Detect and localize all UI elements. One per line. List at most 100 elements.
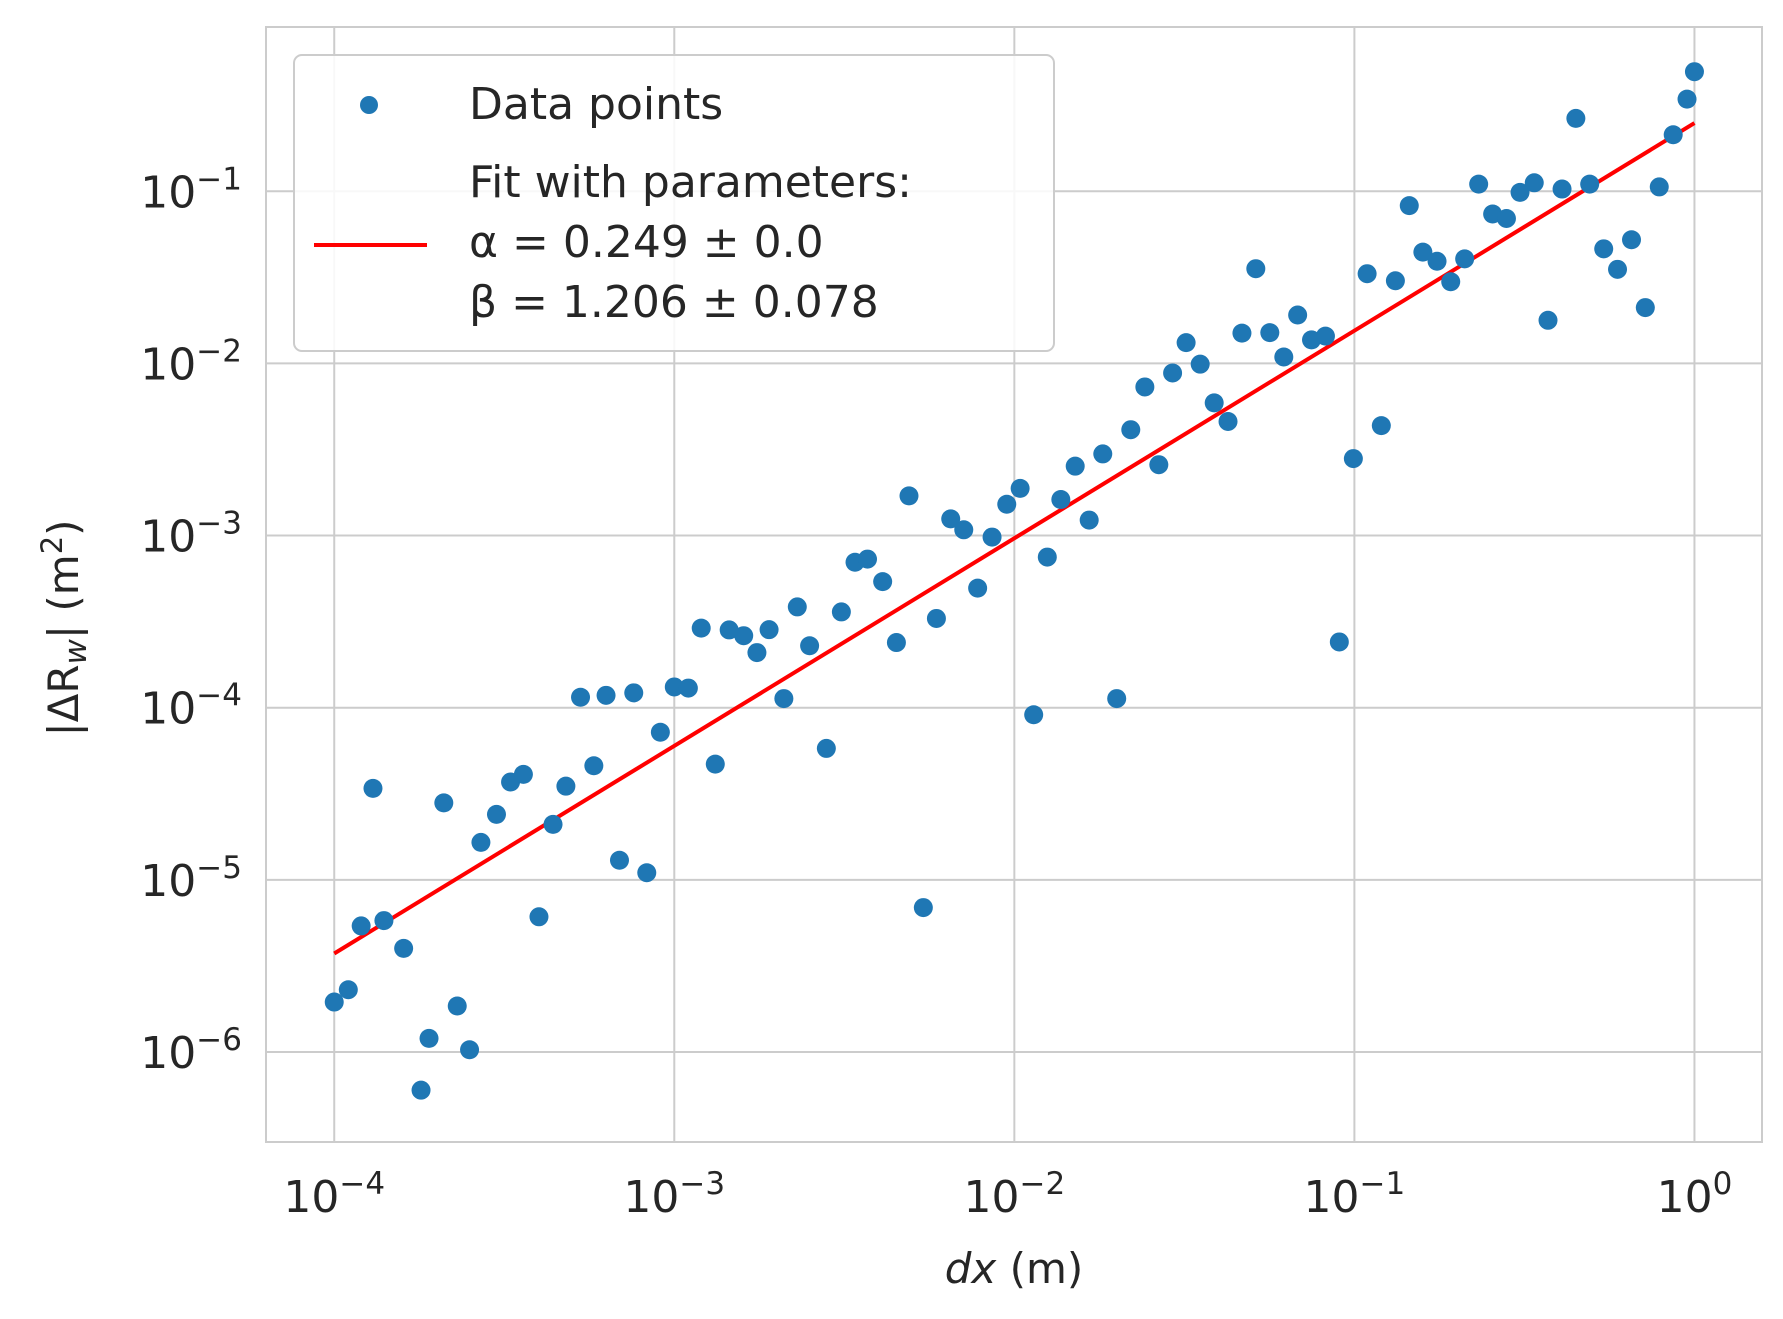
legend: Data points Fit with parameters: α = 0.2… (293, 54, 1055, 352)
data-point (1288, 305, 1308, 325)
y-axis-label-post: | (m (39, 554, 88, 639)
x-axis-variable: dx (945, 1244, 998, 1293)
y-tick-label: 10−1 (140, 161, 242, 218)
x-tick-label: 100 (1657, 1166, 1733, 1223)
legend-label-fit-title: Fit with parameters: (469, 157, 912, 208)
data-point (447, 996, 467, 1016)
data-point (1232, 323, 1252, 343)
data-point (831, 602, 851, 622)
data-point (419, 1028, 439, 1048)
data-point (1024, 705, 1044, 725)
y-axis-label-sub: w (58, 638, 94, 664)
data-point (1371, 416, 1391, 436)
data-point (1121, 420, 1141, 440)
data-point (873, 572, 893, 592)
data-point (1260, 323, 1280, 343)
data-point (941, 509, 961, 529)
data-point (1594, 239, 1614, 259)
x-axis-label: dx (m) (945, 1244, 1084, 1293)
data-point (1329, 632, 1349, 652)
data-point (1622, 230, 1642, 250)
y-axis-label: |ΔRw| (m2) (35, 519, 94, 736)
legend-box (293, 54, 1055, 352)
data-point (1246, 259, 1266, 279)
y-tick-label: 10−5 (140, 850, 242, 907)
data-point (374, 911, 394, 931)
data-point (486, 804, 506, 824)
y-axis-label-sup: 2 (35, 536, 69, 554)
data-point (1649, 177, 1669, 197)
data-point (1385, 271, 1405, 291)
data-point (1051, 489, 1071, 509)
data-point (858, 549, 878, 569)
data-point (1204, 393, 1224, 413)
data-point (968, 578, 988, 598)
data-point (1552, 179, 1572, 199)
data-point (747, 643, 767, 663)
x-tick-label: 10−4 (283, 1166, 385, 1223)
data-point (1037, 547, 1057, 567)
data-point (596, 685, 616, 705)
data-point (1427, 251, 1447, 271)
data-point (324, 992, 344, 1012)
data-point (678, 678, 698, 698)
data-point (1079, 510, 1099, 530)
data-point (1357, 264, 1377, 284)
data-point (1093, 444, 1113, 464)
data-point (1677, 89, 1697, 109)
x-tick-label: 10−2 (963, 1166, 1065, 1223)
data-point (1399, 196, 1419, 216)
y-tick-label: 10−6 (140, 1022, 242, 1079)
data-point (1510, 182, 1530, 202)
legend-label-data-points: Data points (469, 79, 723, 130)
data-point (1566, 108, 1586, 128)
data-point (664, 677, 684, 697)
data-point (1176, 333, 1196, 353)
x-axis-unit: (m) (996, 1244, 1083, 1293)
data-point (1135, 377, 1155, 397)
data-point (1065, 456, 1085, 476)
data-point (394, 938, 414, 958)
data-point (411, 1080, 431, 1100)
data-point (954, 520, 974, 540)
data-points (324, 62, 1704, 1100)
data-point (759, 620, 779, 640)
data-point (800, 636, 820, 656)
data-point (691, 618, 711, 638)
data-point (556, 776, 576, 796)
y-axis-label-pre: |ΔR (39, 664, 88, 736)
data-point (787, 597, 807, 617)
data-point (624, 683, 644, 703)
data-point (1538, 310, 1558, 330)
data-point (913, 898, 933, 918)
data-point (1413, 242, 1433, 262)
data-point (1441, 272, 1461, 292)
x-tick-labels: 10−4 10−3 10−2 10−1 100 (283, 1166, 1732, 1223)
data-point (1163, 363, 1183, 383)
data-point (1635, 298, 1655, 318)
data-point (734, 626, 754, 646)
data-point (816, 738, 836, 758)
data-point (1315, 326, 1335, 346)
data-point (363, 778, 383, 798)
data-point (705, 754, 725, 774)
data-point (1496, 208, 1516, 228)
x-tick-label: 10−1 (1304, 1166, 1406, 1223)
data-point (471, 832, 491, 852)
legend-marker-data-points (360, 96, 378, 114)
data-point (1218, 411, 1238, 431)
data-point (571, 687, 591, 707)
data-point (1524, 173, 1544, 193)
legend-label-beta: β = 1.206 ± 0.078 (469, 277, 879, 328)
data-point (513, 764, 533, 784)
data-point (351, 916, 371, 936)
data-point (1149, 455, 1169, 475)
data-point (719, 620, 739, 640)
data-point (1274, 347, 1294, 367)
data-point (1580, 174, 1600, 194)
data-point (1663, 125, 1683, 145)
data-point (1190, 354, 1210, 374)
y-tick-label: 10−3 (140, 506, 242, 563)
data-point (774, 689, 794, 709)
